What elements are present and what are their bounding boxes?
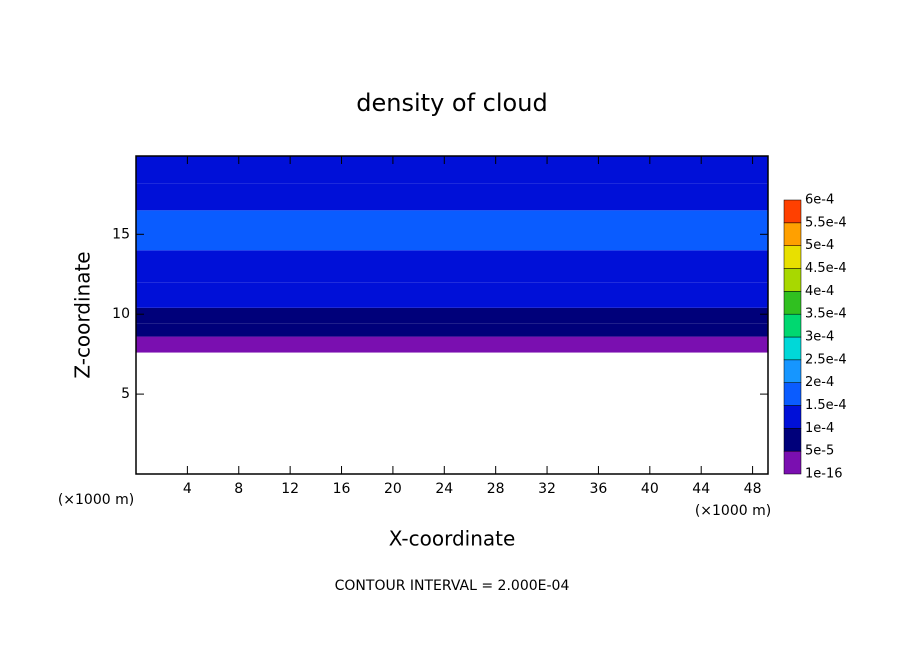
chart-title: density of cloud xyxy=(356,89,547,117)
contour-band xyxy=(136,282,768,308)
x-tick-label: 20 xyxy=(384,481,402,497)
colorbar-box xyxy=(783,199,802,224)
x-tick-label: 8 xyxy=(234,481,243,497)
colorbar-label: 6e-4 xyxy=(805,193,834,208)
colorbar-box xyxy=(783,291,802,315)
colorbar-box xyxy=(783,268,802,292)
colorbar-box xyxy=(783,222,802,246)
contour-band xyxy=(136,323,768,337)
contour-band xyxy=(136,210,768,251)
colorbar-box xyxy=(783,450,802,475)
colorbar-label: 3e-4 xyxy=(805,330,834,345)
colorbar-label: 4e-4 xyxy=(805,284,834,299)
x-unit-label: (×1000 m) xyxy=(695,503,771,519)
x-tick-label: 44 xyxy=(692,481,710,497)
y-tick-label: 10 xyxy=(112,306,130,322)
colorbar-label: 5e-5 xyxy=(805,444,834,459)
contour-band xyxy=(136,156,768,184)
contour-band xyxy=(136,336,768,353)
x-tick-label: 4 xyxy=(183,481,192,497)
colorbar-label: 2.5e-4 xyxy=(805,352,847,367)
colorbar-box xyxy=(783,405,802,429)
colorbar-box xyxy=(783,382,802,406)
colorbar-box xyxy=(783,313,802,338)
colorbar-label: 5.5e-4 xyxy=(805,215,847,230)
x-tick-label: 12 xyxy=(281,481,299,497)
colorbar-box xyxy=(783,428,802,452)
colorbar-label: 1.5e-4 xyxy=(805,398,847,413)
x-tick-label: 28 xyxy=(487,481,505,497)
contour-band xyxy=(136,307,768,324)
plot-frame xyxy=(135,155,769,475)
contour-band xyxy=(136,183,768,211)
x-tick-label: 48 xyxy=(744,481,762,497)
x-tick-label: 40 xyxy=(641,481,659,497)
contour-note: CONTOUR INTERVAL = 2.000E-04 xyxy=(335,578,570,594)
x-tick-label: 24 xyxy=(435,481,453,497)
colorbar-label: 1e-16 xyxy=(805,467,843,482)
x-tick-label: 16 xyxy=(333,481,351,497)
x-tick-label: 36 xyxy=(590,481,608,497)
y-axis-label: Z-coordinate xyxy=(71,251,95,378)
contour-band xyxy=(136,250,768,283)
colorbar-box xyxy=(783,359,802,383)
colorbar-label: 3.5e-4 xyxy=(805,307,847,322)
colorbar-label: 2e-4 xyxy=(805,375,834,390)
y-unit-label: (×1000 m) xyxy=(58,492,134,508)
x-tick-label: 32 xyxy=(538,481,556,497)
colorbar-label: 1e-4 xyxy=(805,421,834,436)
y-tick-label: 15 xyxy=(112,226,130,242)
colorbar-label: 5e-4 xyxy=(805,238,834,253)
colorbar-box xyxy=(783,245,802,269)
y-tick-label: 5 xyxy=(121,386,130,402)
x-axis-label: X-coordinate xyxy=(389,527,516,551)
colorbar-box xyxy=(783,336,802,361)
colorbar-label: 4.5e-4 xyxy=(805,261,847,276)
